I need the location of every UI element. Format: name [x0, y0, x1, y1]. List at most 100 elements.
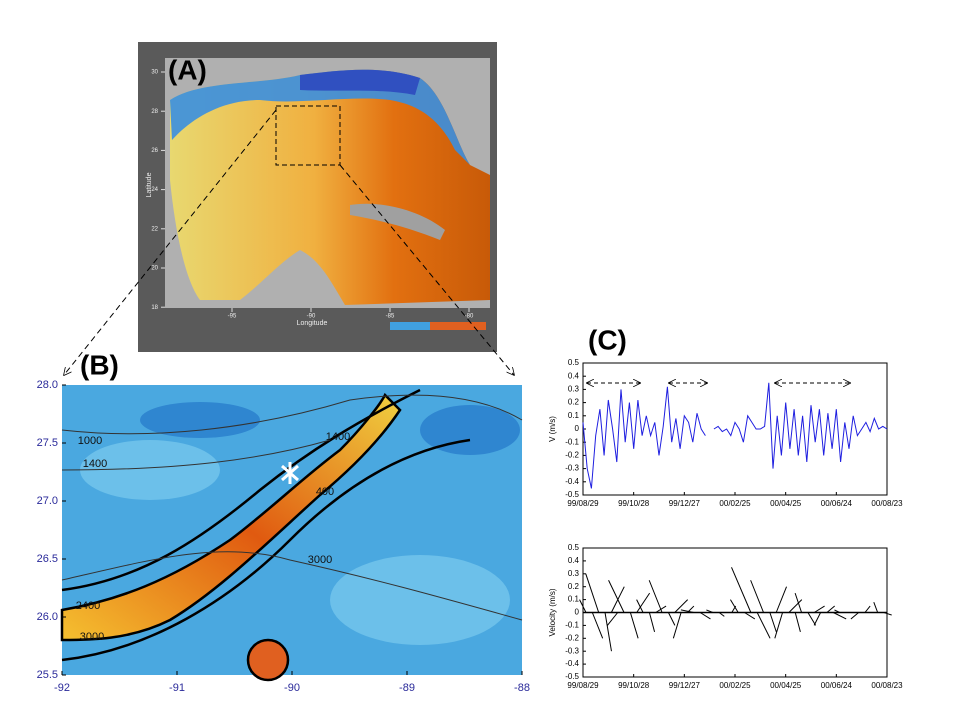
panel-label: (B)	[80, 349, 119, 380]
x-tick-label: 99/10/28	[618, 681, 650, 690]
stick	[826, 605, 835, 613]
y-tick-label: -0.5	[565, 672, 579, 681]
stick	[794, 612, 801, 632]
y-tick-label: 0.4	[568, 371, 580, 380]
x-tick-label: 99/10/28	[618, 499, 650, 508]
stick	[672, 612, 682, 639]
y-axis-label: Velocity (m/s)	[548, 588, 557, 636]
y-tick-label: -0.4	[565, 659, 579, 668]
zoom-line	[64, 109, 277, 375]
y-tick-label: -0.4	[565, 477, 579, 486]
stick	[750, 580, 764, 613]
x-tick-label: 00/02/25	[719, 499, 751, 508]
stick	[788, 599, 803, 613]
stick	[579, 599, 587, 613]
stick	[833, 612, 847, 620]
stick	[648, 612, 656, 632]
y-tick-label: 0.3	[568, 385, 580, 394]
y-tick-label: 26.0	[37, 611, 58, 623]
stick	[834, 609, 840, 613]
x-tick-label: 00/06/24	[821, 499, 853, 508]
stick	[706, 609, 713, 613]
x-axis-label: Longitude	[297, 320, 328, 327]
contour-label: 1400	[83, 458, 107, 470]
y-tick-label: 26.5	[37, 553, 58, 565]
x-tick-label: 99/12/27	[669, 681, 701, 690]
stick	[629, 612, 639, 639]
y-tick-label: 0.5	[568, 358, 580, 367]
y-tick-label: 27.0	[37, 495, 58, 507]
y-axis-label: V (m/s)	[548, 416, 557, 442]
stick	[608, 580, 625, 613]
stick	[769, 612, 777, 633]
stick	[813, 612, 822, 626]
x-tick-label: 99/08/29	[567, 499, 599, 508]
stick	[648, 580, 663, 613]
y-tick-label: 30	[151, 70, 158, 76]
stick	[873, 602, 879, 613]
data-line	[582, 382, 888, 489]
x-tick-label: 99/12/27	[669, 499, 701, 508]
x-tick-label: -91	[169, 682, 185, 694]
y-tick-label: -0.5	[565, 490, 579, 499]
y-tick-label: 0	[575, 608, 580, 617]
x-tick-label: -89	[399, 682, 415, 694]
y-tick-label: 0.4	[568, 556, 580, 565]
y-tick-label: 26	[151, 148, 158, 154]
stick	[674, 599, 689, 613]
stick	[883, 612, 892, 616]
contour-label: 400	[316, 486, 334, 498]
x-tick-label: 00/04/25	[770, 681, 802, 690]
y-tick-label: -0.3	[565, 464, 579, 473]
zoom-line	[339, 164, 514, 375]
y-tick-label: 28.0	[37, 379, 58, 391]
x-tick-label: -95	[228, 314, 237, 320]
y-tick-label: 18	[151, 305, 158, 311]
contour-label: 3000	[308, 554, 332, 566]
x-tick-label: 00/08/23	[871, 499, 903, 508]
y-tick-label: 27.5	[37, 437, 58, 449]
y-tick-label: -0.1	[565, 621, 579, 630]
stick	[731, 567, 752, 613]
stick	[813, 605, 825, 613]
y-tick-label: 24	[151, 187, 158, 193]
y-tick-label: 25.5	[37, 669, 58, 681]
y-tick-label: 0.1	[568, 411, 580, 420]
x-tick-label: 00/04/25	[770, 499, 802, 508]
x-tick-label: 00/02/25	[719, 681, 751, 690]
stick	[775, 586, 787, 613]
stick	[636, 599, 644, 613]
x-tick-label: 00/08/23	[871, 681, 903, 690]
stick	[604, 612, 612, 652]
y-tick-label: 22	[151, 226, 158, 232]
contour-label: 3000	[80, 631, 104, 643]
y-axis-label: Latitude	[146, 172, 153, 197]
contour-label: 1400	[326, 431, 350, 443]
y-tick-label: 28	[151, 109, 158, 115]
map-b	[60, 385, 523, 682]
stick	[807, 612, 817, 626]
y-tick-label: -0.2	[565, 451, 579, 460]
stick	[718, 612, 725, 617]
stick	[794, 592, 803, 613]
x-tick-label: -90	[284, 682, 300, 694]
y-tick-label: 0.5	[568, 543, 580, 552]
y-tick-label: -0.1	[565, 437, 579, 446]
x-tick-label: 00/06/24	[821, 681, 853, 690]
stick	[774, 612, 784, 639]
y-tick-label: 0.3	[568, 569, 580, 578]
panel-label: (C)	[588, 324, 627, 355]
x-tick-label: -88	[514, 682, 530, 694]
x-tick-label: -85	[386, 314, 395, 320]
x-tick-label: -90	[307, 314, 316, 320]
stick	[730, 599, 739, 613]
y-tick-label: 20	[151, 266, 158, 272]
stick	[850, 612, 859, 620]
y-tick-label: -0.2	[565, 633, 579, 642]
y-tick-label: 0.2	[568, 398, 580, 407]
stick	[606, 612, 619, 626]
map-a	[138, 42, 497, 352]
y-tick-label: 0	[575, 424, 580, 433]
x-tick-label: -92	[54, 682, 70, 694]
